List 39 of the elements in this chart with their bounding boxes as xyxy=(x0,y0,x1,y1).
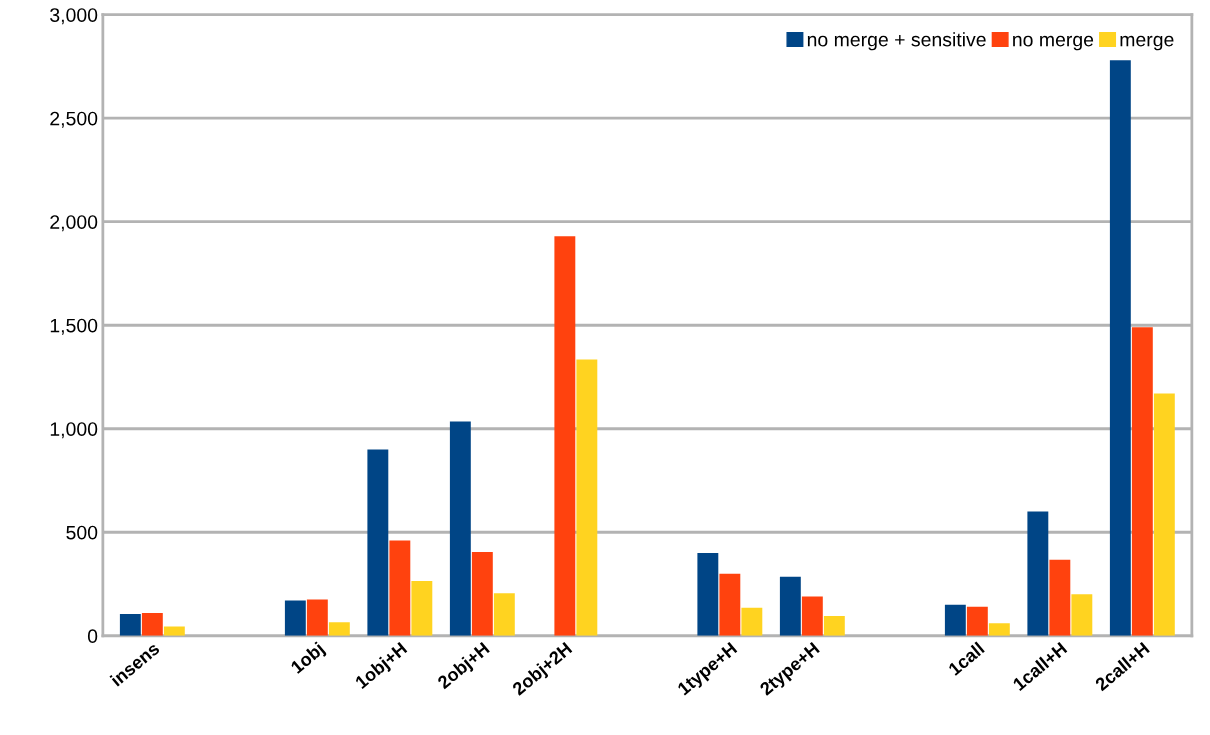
bar xyxy=(719,573,741,636)
bar xyxy=(284,600,306,636)
bar xyxy=(697,552,719,636)
y-tick-label: 0 xyxy=(87,629,98,644)
bar xyxy=(449,421,471,636)
bar xyxy=(141,613,163,636)
bar xyxy=(1071,594,1093,636)
legend-label: no merge + sensitive xyxy=(807,32,986,51)
y-tick-label: 2,000 xyxy=(50,215,98,232)
bar xyxy=(367,449,389,636)
legend-label: no merge xyxy=(1013,35,1094,51)
bar xyxy=(1131,327,1153,636)
bar xyxy=(966,606,988,636)
legend-label: merge xyxy=(1120,35,1174,51)
y-tick-label: 500 xyxy=(66,525,98,540)
bar xyxy=(823,616,845,636)
bar xyxy=(1027,511,1049,636)
bar xyxy=(988,623,1010,636)
bar xyxy=(576,359,598,636)
bar xyxy=(493,593,515,636)
bar xyxy=(554,236,576,636)
bar xyxy=(944,604,966,636)
bar xyxy=(389,540,411,636)
bar xyxy=(328,622,350,636)
bar xyxy=(741,607,763,636)
bar xyxy=(1153,393,1175,636)
bar xyxy=(1049,559,1071,636)
bar xyxy=(1109,60,1131,636)
y-tick-label: 1,500 xyxy=(50,318,98,335)
bar xyxy=(411,580,433,636)
bar xyxy=(163,626,185,636)
bar xyxy=(471,551,493,636)
y-tick-label: 1,000 xyxy=(50,422,98,439)
bar xyxy=(801,596,823,636)
bar xyxy=(306,599,328,636)
bar xyxy=(779,576,801,636)
bar xyxy=(119,614,141,636)
y-tick-label: 3,000 xyxy=(50,8,98,25)
y-tick-label: 2,500 xyxy=(50,111,98,128)
